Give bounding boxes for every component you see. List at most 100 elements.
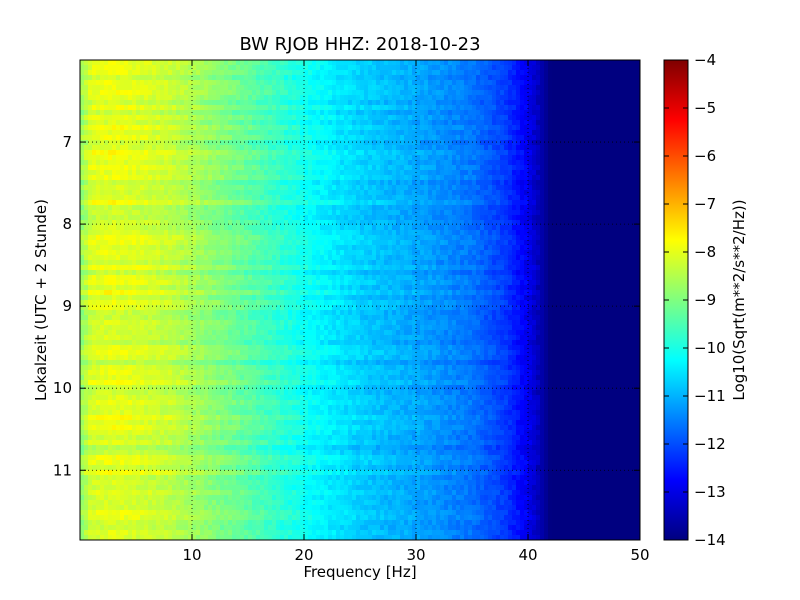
heatmap-cell bbox=[636, 165, 640, 171]
heatmap-cell bbox=[420, 80, 425, 86]
heatmap-cell bbox=[532, 175, 537, 181]
heatmap-cell bbox=[608, 140, 613, 146]
heatmap-cell bbox=[568, 95, 573, 101]
heatmap-cell bbox=[404, 110, 409, 116]
heatmap-cell bbox=[92, 190, 97, 196]
heatmap-cell bbox=[548, 185, 553, 191]
heatmap-cell bbox=[380, 140, 385, 146]
heatmap-cell bbox=[188, 220, 193, 226]
heatmap-cell bbox=[564, 145, 569, 151]
heatmap-cell bbox=[340, 205, 345, 211]
heatmap-cell bbox=[632, 165, 637, 171]
heatmap-cell bbox=[180, 165, 185, 171]
heatmap-cell bbox=[104, 60, 109, 66]
heatmap-cell bbox=[504, 110, 509, 116]
heatmap-cell bbox=[364, 120, 369, 126]
heatmap-cell bbox=[600, 105, 605, 111]
heatmap-cell bbox=[284, 80, 289, 86]
heatmap-cell bbox=[452, 130, 457, 136]
heatmap-cell bbox=[224, 185, 229, 191]
heatmap-cell bbox=[244, 120, 249, 126]
heatmap-cell bbox=[464, 140, 469, 146]
heatmap-cell bbox=[304, 150, 309, 156]
heatmap-cell bbox=[428, 70, 433, 76]
heatmap-cell bbox=[320, 140, 325, 146]
heatmap-cell bbox=[456, 100, 461, 106]
heatmap-cell bbox=[228, 195, 233, 201]
heatmap-cell bbox=[364, 115, 369, 121]
heatmap-cell bbox=[488, 60, 493, 66]
heatmap-cell bbox=[512, 130, 517, 136]
heatmap-cell bbox=[464, 225, 469, 231]
heatmap-cell bbox=[216, 135, 221, 141]
heatmap-cell bbox=[436, 215, 441, 221]
heatmap-cell bbox=[160, 135, 165, 141]
heatmap-cell bbox=[516, 165, 521, 171]
heatmap-cell bbox=[248, 230, 253, 236]
heatmap-cell bbox=[428, 95, 433, 101]
heatmap-cell bbox=[488, 175, 493, 181]
heatmap-cell bbox=[156, 175, 161, 181]
heatmap-cell bbox=[572, 205, 577, 211]
heatmap-cell bbox=[408, 145, 413, 151]
heatmap-cell bbox=[268, 225, 273, 231]
heatmap-cell bbox=[428, 175, 433, 181]
heatmap-cell bbox=[252, 140, 257, 146]
heatmap-cell bbox=[464, 110, 469, 116]
heatmap-cell bbox=[372, 115, 377, 121]
heatmap-cell bbox=[432, 180, 437, 186]
heatmap-cell bbox=[460, 115, 465, 121]
heatmap-cell bbox=[284, 110, 289, 116]
heatmap-cell bbox=[176, 125, 181, 131]
heatmap-cell bbox=[500, 105, 505, 111]
heatmap-cell bbox=[360, 145, 365, 151]
heatmap-cell bbox=[172, 150, 177, 156]
heatmap-cell bbox=[548, 140, 553, 146]
heatmap-cell bbox=[500, 195, 505, 201]
heatmap-cell bbox=[304, 110, 309, 116]
heatmap-cell bbox=[548, 60, 553, 66]
heatmap-cell bbox=[324, 80, 329, 86]
heatmap-cell bbox=[608, 65, 613, 71]
heatmap-cell bbox=[108, 225, 113, 231]
heatmap-cell bbox=[124, 65, 129, 71]
heatmap-cell bbox=[204, 130, 209, 136]
heatmap-cell bbox=[268, 185, 273, 191]
heatmap-cell bbox=[340, 185, 345, 191]
heatmap-cell bbox=[148, 185, 153, 191]
heatmap-cell bbox=[340, 195, 345, 201]
heatmap-cell bbox=[212, 175, 217, 181]
heatmap-cell bbox=[212, 180, 217, 186]
heatmap-cell bbox=[104, 180, 109, 186]
heatmap-cell bbox=[224, 130, 229, 136]
heatmap-cell bbox=[120, 95, 125, 101]
heatmap-cell bbox=[316, 230, 321, 236]
heatmap-cell bbox=[472, 75, 477, 81]
heatmap-cell bbox=[256, 225, 261, 231]
heatmap-cell bbox=[204, 180, 209, 186]
heatmap-cell bbox=[352, 110, 357, 116]
heatmap-cell bbox=[568, 160, 573, 166]
heatmap-cell bbox=[88, 205, 93, 211]
heatmap-cell bbox=[368, 200, 373, 206]
heatmap-cell bbox=[180, 140, 185, 146]
heatmap-cell bbox=[168, 230, 173, 236]
heatmap-cell bbox=[456, 105, 461, 111]
heatmap-cell bbox=[632, 115, 637, 121]
heatmap-cell bbox=[156, 205, 161, 211]
heatmap-cell bbox=[364, 210, 369, 216]
heatmap-cell bbox=[244, 125, 249, 131]
heatmap-cell bbox=[472, 100, 477, 106]
heatmap-cell bbox=[176, 155, 181, 161]
heatmap-cell bbox=[508, 125, 513, 131]
heatmap-cell bbox=[352, 235, 357, 241]
heatmap-cell bbox=[324, 155, 329, 161]
heatmap-cell bbox=[608, 80, 613, 86]
heatmap-cell bbox=[88, 210, 93, 216]
heatmap-cell bbox=[472, 115, 477, 121]
heatmap-cell bbox=[276, 120, 281, 126]
heatmap-cell bbox=[200, 210, 205, 216]
heatmap-cell bbox=[340, 170, 345, 176]
heatmap-cell bbox=[276, 105, 281, 111]
heatmap-cell bbox=[268, 125, 273, 131]
